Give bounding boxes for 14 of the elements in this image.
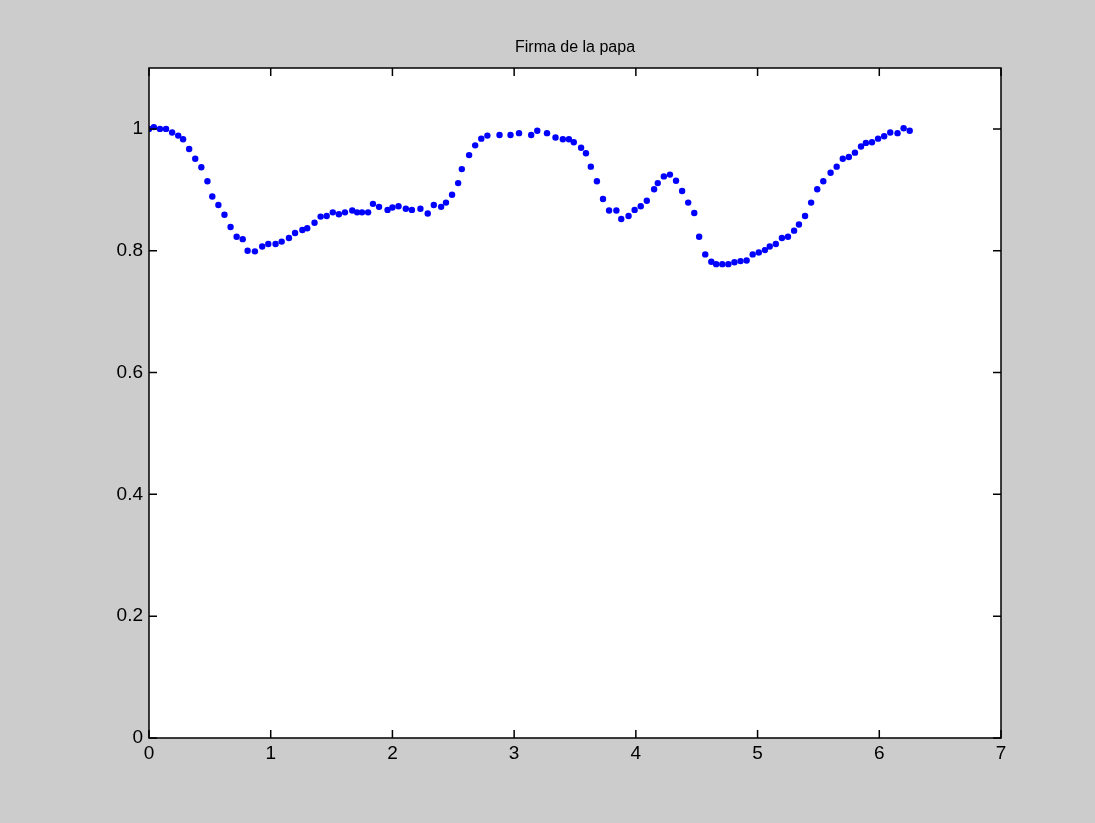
y-tick-label: 0.2: [116, 604, 143, 626]
y-tick-label: 0: [132, 726, 143, 748]
y-tick-label: 0.4: [116, 482, 144, 504]
x-tick-label: 1: [265, 741, 276, 763]
x-tick-label: 3: [508, 741, 520, 763]
x-tick-label: 5: [752, 741, 763, 763]
chart-title: Firma de la papa: [514, 38, 636, 56]
y-tick-label: 1: [132, 117, 143, 139]
x-tick-label: 6: [874, 741, 885, 763]
x-tick-label: 4: [630, 741, 642, 763]
x-tick-label: 7: [995, 741, 1007, 763]
y-tick-label: 0.8: [116, 238, 143, 260]
x-tick-label: 2: [387, 741, 398, 763]
y-tick-label: 0.6: [116, 360, 143, 382]
